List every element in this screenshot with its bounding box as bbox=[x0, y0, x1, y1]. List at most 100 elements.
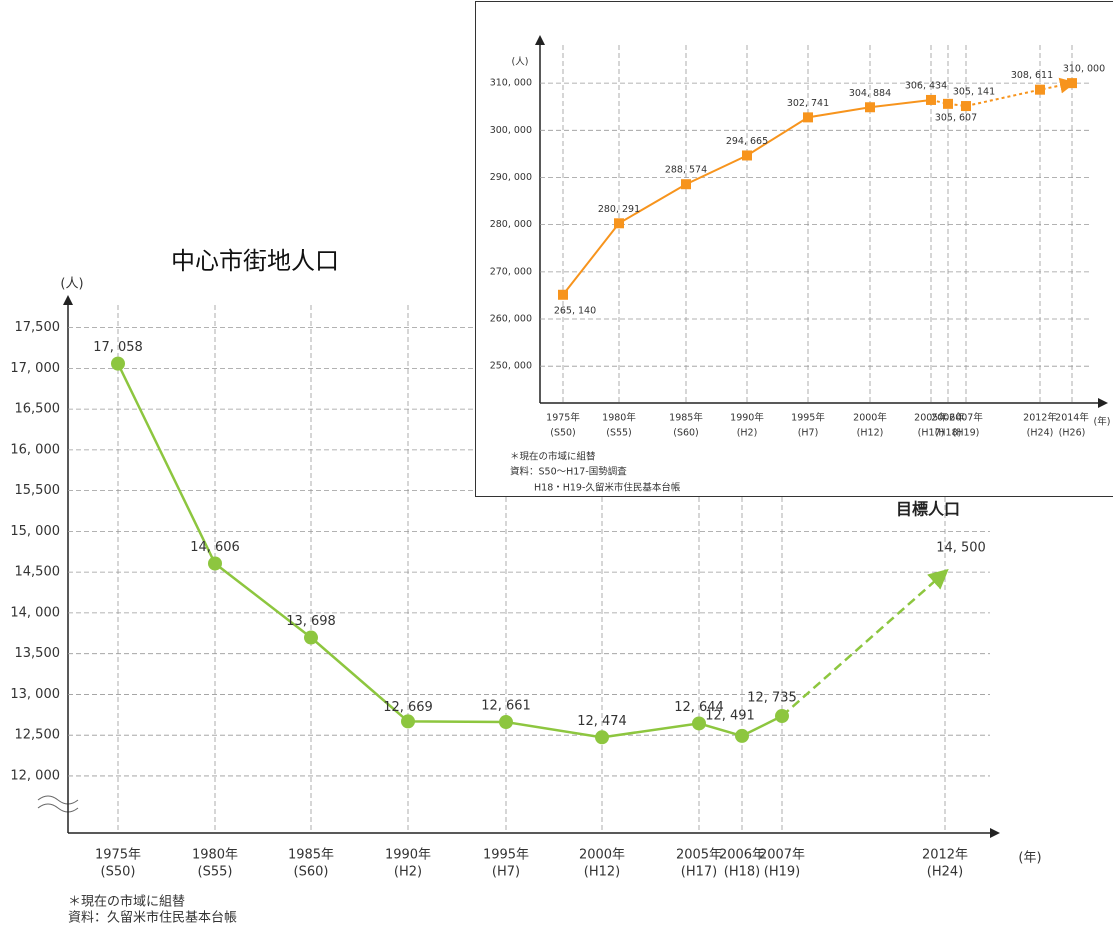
y-axis-arrow bbox=[535, 35, 545, 45]
x-tick-era: (H7) bbox=[492, 865, 520, 880]
y-axis-label: (人) bbox=[512, 57, 529, 68]
annotation: 目標人口 bbox=[896, 500, 960, 519]
value-label: 12, 474 bbox=[577, 714, 627, 729]
y-tick-label: 14,500 bbox=[15, 565, 61, 580]
value-label: 13, 698 bbox=[286, 614, 336, 629]
x-tick-era: (S55) bbox=[606, 428, 632, 439]
value-label: 308, 611 bbox=[1011, 70, 1053, 81]
point bbox=[865, 102, 875, 113]
y-axis-label: (人) bbox=[60, 277, 83, 292]
x-tick-label: 1975年 bbox=[546, 412, 580, 424]
point bbox=[111, 356, 125, 371]
y-tick-label: 270, 000 bbox=[490, 266, 532, 277]
x-axis-arrow bbox=[1098, 398, 1108, 408]
footnote: H18・H19-久留米市住民基本台帳 bbox=[534, 482, 681, 494]
x-tick-era: (H2) bbox=[394, 865, 422, 880]
point bbox=[943, 98, 953, 109]
value-label: 304, 884 bbox=[849, 88, 891, 99]
x-tick-era: (S60) bbox=[673, 428, 699, 439]
x-tick-label: 1975年 bbox=[95, 848, 141, 863]
value-label: 306, 434 bbox=[905, 80, 947, 91]
value-label: 280, 291 bbox=[598, 204, 640, 215]
point bbox=[735, 728, 749, 743]
x-tick-era: (H17) bbox=[681, 865, 717, 880]
x-tick-label: 1980年 bbox=[192, 848, 238, 863]
point bbox=[742, 150, 752, 161]
x-tick-label: 2012年 bbox=[922, 848, 968, 863]
x-tick-label: 2012年 bbox=[1023, 412, 1057, 424]
point bbox=[775, 709, 789, 724]
point bbox=[304, 630, 318, 645]
point bbox=[208, 556, 222, 571]
x-axis-label: (年) bbox=[1018, 851, 1041, 866]
x-tick-era: (H24) bbox=[1027, 428, 1054, 439]
x-tick-label: 1995年 bbox=[791, 412, 825, 424]
y-tick-label: 310, 000 bbox=[490, 78, 532, 89]
x-tick-label: 2000年 bbox=[853, 412, 887, 424]
value-label: 17, 058 bbox=[93, 340, 143, 355]
value-label: 310, 000 bbox=[1063, 64, 1105, 75]
x-tick-era: (H12) bbox=[584, 865, 620, 880]
point bbox=[595, 730, 609, 745]
footnote: ＊現在の市域に組替 bbox=[68, 894, 185, 910]
y-tick-label: 290, 000 bbox=[490, 172, 532, 183]
x-tick-label: 2005年 bbox=[676, 848, 722, 863]
value-label: 12, 735 bbox=[747, 691, 797, 706]
x-axis-label: (年) bbox=[1094, 416, 1111, 428]
y-tick-label: 280, 000 bbox=[490, 219, 532, 230]
x-tick-era: (H19) bbox=[764, 865, 800, 880]
inset-frame bbox=[475, 1, 1113, 497]
point bbox=[499, 715, 513, 730]
x-tick-label: 1985年 bbox=[669, 412, 703, 424]
x-tick-era: (H7) bbox=[798, 428, 819, 439]
value-label: 294, 665 bbox=[726, 136, 768, 147]
y-tick-label: 250, 000 bbox=[490, 361, 532, 372]
y-tick-label: 17,500 bbox=[15, 320, 61, 335]
y-tick-label: 15,500 bbox=[15, 483, 61, 498]
point bbox=[961, 101, 971, 112]
x-tick-label: 1980年 bbox=[602, 412, 636, 424]
y-tick-label: 17, 000 bbox=[10, 361, 60, 376]
x-tick-label: 2006年 bbox=[719, 848, 765, 863]
x-tick-era: (H2) bbox=[737, 428, 758, 439]
x-tick-label: 2007年 bbox=[759, 848, 805, 863]
y-tick-label: 12,500 bbox=[15, 728, 61, 743]
footnote: 資料：S50～H17-国勢調査 bbox=[510, 466, 627, 478]
x-tick-era: (S50) bbox=[550, 428, 576, 439]
point bbox=[614, 218, 624, 229]
value-label: 302, 741 bbox=[787, 98, 829, 109]
footnote: 資料：久留米市住民基本台帳 bbox=[68, 910, 237, 926]
value-label: 12, 644 bbox=[674, 700, 724, 715]
x-tick-label: 2005年 bbox=[914, 412, 948, 424]
value-label: 265, 140 bbox=[554, 305, 596, 316]
chart-title: 中心市街地人口 bbox=[171, 247, 339, 275]
value-label: 12, 669 bbox=[383, 700, 433, 715]
y-tick-label: 12, 000 bbox=[10, 768, 60, 783]
y-tick-label: 13, 000 bbox=[10, 687, 60, 702]
axis-break bbox=[37, 795, 79, 813]
y-tick-label: 260, 000 bbox=[490, 314, 532, 325]
x-axis-arrow bbox=[990, 828, 1000, 838]
value-label: 305, 141 bbox=[953, 87, 995, 98]
value-label: 305, 607 bbox=[935, 112, 977, 123]
point bbox=[1067, 78, 1077, 89]
x-tick-era: (H18) bbox=[935, 428, 962, 439]
x-tick-era: (H12) bbox=[857, 428, 884, 439]
value-label: 14, 606 bbox=[190, 540, 240, 555]
x-tick-era: (S60) bbox=[294, 865, 329, 880]
y-axis-arrow bbox=[63, 295, 73, 305]
x-tick-era: (H19) bbox=[953, 428, 980, 439]
y-tick-label: 13,500 bbox=[15, 646, 61, 661]
value-label: 12, 491 bbox=[705, 708, 755, 723]
footnote: ＊現在の市域に組替 bbox=[510, 451, 596, 463]
x-tick-era: (H18) bbox=[724, 865, 760, 880]
value-label: 12, 661 bbox=[481, 699, 531, 714]
point bbox=[803, 112, 813, 123]
x-tick-label: 2000年 bbox=[579, 848, 625, 863]
y-tick-label: 14, 000 bbox=[10, 605, 60, 620]
value-label: 288, 574 bbox=[665, 165, 707, 176]
x-tick-label: 1990年 bbox=[730, 412, 764, 424]
x-tick-label: 2007年 bbox=[949, 412, 983, 424]
x-tick-label: 1990年 bbox=[385, 848, 431, 863]
